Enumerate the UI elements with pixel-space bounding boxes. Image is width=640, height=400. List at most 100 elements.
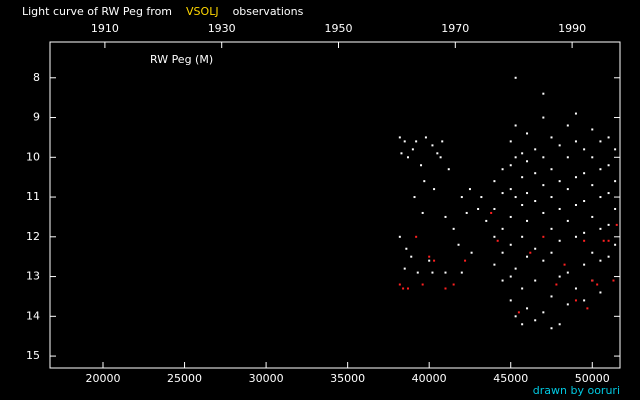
- data-point: [612, 279, 615, 282]
- data-point: [607, 255, 610, 258]
- data-point: [599, 196, 602, 199]
- data-point: [424, 136, 427, 139]
- data-point: [591, 279, 594, 282]
- data-point: [464, 259, 467, 262]
- data-point: [558, 180, 561, 183]
- data-point: [599, 168, 602, 171]
- data-point: [411, 148, 414, 151]
- x-tick-label: 50000: [575, 372, 610, 385]
- data-point: [398, 235, 401, 238]
- data-point: [441, 140, 444, 143]
- data-point: [566, 219, 569, 222]
- data-point: [599, 227, 602, 230]
- data-point: [470, 251, 473, 254]
- data-point: [416, 271, 419, 274]
- x-tick-label: 30000: [249, 372, 284, 385]
- chart-title: Light curve of RW Peg from: [22, 5, 172, 18]
- data-point: [607, 164, 610, 167]
- data-point: [480, 196, 483, 199]
- data-point: [509, 188, 512, 191]
- data-point: [574, 287, 577, 290]
- y-tick-label: 12: [26, 230, 40, 243]
- data-point: [493, 207, 496, 210]
- data-point: [534, 319, 537, 322]
- data-point: [457, 243, 460, 246]
- data-point: [529, 251, 532, 254]
- data-point: [566, 156, 569, 159]
- data-point: [521, 235, 524, 238]
- data-point: [550, 227, 553, 230]
- data-point: [444, 287, 447, 290]
- data-point: [514, 267, 517, 270]
- data-point: [400, 152, 403, 155]
- chart-title: observations: [233, 5, 304, 18]
- y-tick-label: 13: [26, 270, 40, 283]
- data-point: [490, 211, 493, 214]
- data-point: [501, 192, 504, 195]
- data-point: [558, 323, 561, 326]
- data-point: [550, 327, 553, 330]
- data-point: [428, 259, 431, 262]
- data-point: [526, 132, 529, 135]
- data-point: [398, 136, 401, 139]
- data-point: [496, 239, 499, 242]
- data-point: [526, 307, 529, 310]
- data-point: [542, 116, 545, 119]
- data-point: [398, 283, 401, 286]
- y-tick-label: 8: [33, 71, 40, 84]
- data-point: [534, 148, 537, 151]
- data-point: [566, 188, 569, 191]
- data-point: [591, 184, 594, 187]
- data-point: [542, 235, 545, 238]
- data-point: [406, 156, 409, 159]
- data-point: [614, 180, 617, 183]
- data-point: [433, 259, 436, 262]
- x-tick-label: 20000: [86, 372, 121, 385]
- data-point: [514, 196, 517, 199]
- data-point: [431, 144, 434, 147]
- data-point: [493, 263, 496, 266]
- x2-tick-label: 1950: [325, 22, 353, 35]
- data-point: [563, 263, 566, 266]
- data-point: [403, 267, 406, 270]
- data-point: [420, 164, 423, 167]
- data-point: [439, 156, 442, 159]
- data-point: [555, 283, 558, 286]
- data-point: [460, 196, 463, 199]
- data-point: [421, 283, 424, 286]
- data-point: [591, 251, 594, 254]
- x2-tick-label: 1910: [91, 22, 119, 35]
- data-point: [509, 299, 512, 302]
- data-point: [574, 299, 577, 302]
- data-point: [614, 148, 617, 151]
- data-point: [433, 188, 436, 191]
- data-point: [550, 196, 553, 199]
- data-point: [550, 168, 553, 171]
- data-point: [526, 192, 529, 195]
- data-point: [534, 172, 537, 175]
- data-point: [526, 160, 529, 163]
- data-point: [526, 255, 529, 258]
- data-point: [583, 200, 586, 203]
- y-tick-label: 11: [26, 190, 40, 203]
- data-point: [406, 287, 409, 290]
- data-point: [614, 207, 617, 210]
- data-point: [591, 215, 594, 218]
- data-point: [558, 207, 561, 210]
- y-tick-label: 10: [26, 150, 40, 163]
- data-point: [558, 144, 561, 147]
- data-point: [550, 251, 553, 254]
- data-point: [583, 263, 586, 266]
- data-point: [514, 76, 517, 79]
- y-tick-label: 15: [26, 349, 40, 362]
- x-tick-label: 45000: [493, 372, 528, 385]
- plot-frame: [49, 41, 621, 369]
- data-point: [447, 168, 450, 171]
- data-point: [485, 219, 488, 222]
- data-point: [493, 235, 496, 238]
- data-point: [583, 231, 586, 234]
- data-point: [566, 303, 569, 306]
- x-tick-label: 40000: [412, 372, 447, 385]
- data-point: [586, 307, 589, 310]
